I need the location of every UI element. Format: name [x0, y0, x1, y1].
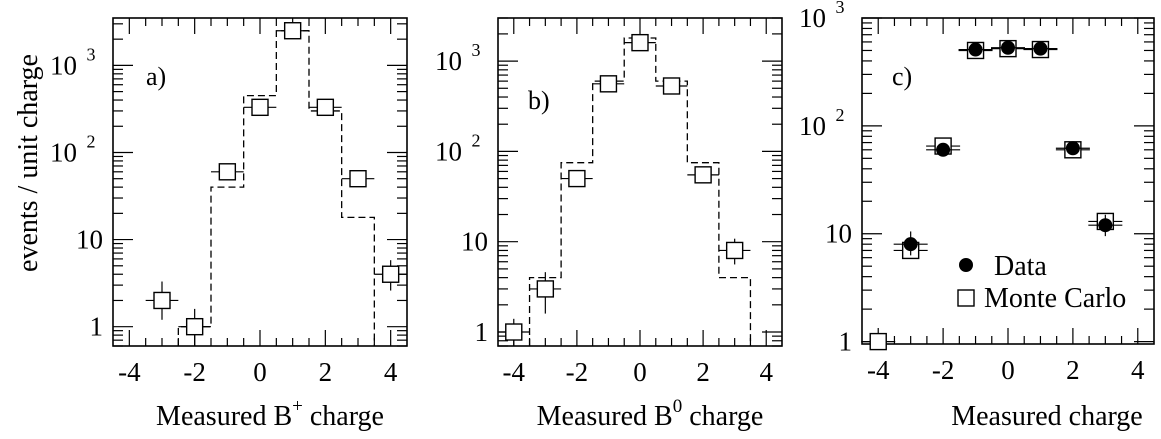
data-point — [1001, 40, 1015, 55]
mc-histogram — [177, 30, 375, 346]
data-point — [218, 163, 237, 181]
data-point — [251, 98, 269, 117]
data-point — [381, 265, 400, 283]
x-tick-label: 2 — [696, 357, 710, 387]
legend-mc-label: Monte Carlo — [984, 283, 1126, 314]
x-tick-label: 0 — [633, 357, 647, 387]
y-tick-exponent: 3 — [87, 44, 96, 64]
x-axis-label: Measured B+ charge — [156, 396, 384, 432]
y-tick-exponent: 3 — [472, 40, 481, 60]
data-point — [903, 237, 918, 252]
data-point — [185, 317, 204, 336]
data-point — [536, 280, 555, 298]
data-point — [662, 77, 681, 95]
mc-histogram — [528, 37, 752, 346]
x-axis-label: Measured B0 charge — [537, 396, 764, 432]
mc-point — [869, 332, 887, 351]
y-tick-label: 10 — [461, 227, 488, 257]
data-point — [694, 166, 712, 184]
data-point — [599, 75, 618, 93]
data-point — [568, 169, 586, 188]
y-tick-label: 10 — [435, 46, 462, 76]
x-tick-label: 4 — [384, 357, 398, 387]
data-point — [1033, 41, 1048, 56]
y-tick-exponent: 2 — [87, 131, 96, 151]
legend-data-label: Data — [994, 251, 1047, 282]
x-axis-label: Measured charge — [951, 401, 1143, 432]
y-tick-label: 10 — [799, 3, 826, 33]
data-point — [349, 170, 367, 188]
data-point — [505, 323, 523, 341]
x-tick-label: -4 — [867, 355, 890, 385]
y-tick-label: 1 — [90, 312, 104, 342]
data-point — [725, 241, 744, 260]
x-tick-label: -2 — [566, 357, 589, 387]
x-tick-label: -4 — [503, 357, 526, 387]
y-tick-label: 10 — [76, 225, 103, 255]
x-tick-label: 2 — [1066, 355, 1080, 385]
legend-mc-marker — [957, 289, 975, 307]
x-tick-label: 0 — [1001, 355, 1015, 385]
x-tick-label: -4 — [118, 357, 141, 387]
y-tick-label: 10 — [799, 111, 826, 141]
y-tick-label: 10 — [825, 219, 852, 249]
y-tick-label: 10 — [435, 136, 462, 166]
panel-label: b) — [528, 86, 550, 115]
panel-label: c) — [892, 62, 912, 91]
y-tick-label: 1 — [475, 317, 489, 347]
data-point — [631, 33, 649, 52]
y-tick-label: 1 — [839, 327, 853, 357]
x-tick-label: 4 — [1131, 355, 1145, 385]
x-tick-label: -2 — [932, 355, 955, 385]
data-point — [153, 291, 171, 310]
y-tick-label: 10 — [50, 137, 77, 167]
y-tick-exponent: 3 — [836, 0, 845, 17]
x-tick-label: 4 — [759, 357, 773, 387]
panel-a: -4 -2 0 2 4 1 10 10 2 10 3 a) Measured B+ charge — [50, 17, 408, 432]
data-point — [1065, 141, 1080, 156]
data-point — [316, 98, 335, 117]
legend-data-marker — [959, 258, 973, 272]
panel-c: -4 -2 0 2 4 1 10 10 2 10 3 c) Measured charge DataMon… — [799, 0, 1155, 432]
y-tick-label: 10 — [50, 50, 77, 80]
x-tick-label: -2 — [183, 357, 206, 387]
data-point — [283, 22, 302, 40]
x-tick-label: 0 — [253, 357, 267, 387]
y-tick-exponent: 2 — [836, 105, 845, 125]
x-tick-label: 2 — [319, 357, 333, 387]
panel-label: a) — [146, 62, 166, 91]
data-point — [936, 142, 951, 157]
panel-b: -4 -2 0 2 4 1 10 10 2 10 3 b) Measured B0 charge — [435, 17, 783, 432]
y-axis-label: events / unit charge — [13, 54, 44, 272]
y-tick-exponent: 2 — [472, 130, 481, 150]
data-point — [1098, 218, 1113, 233]
data-point — [968, 42, 983, 57]
